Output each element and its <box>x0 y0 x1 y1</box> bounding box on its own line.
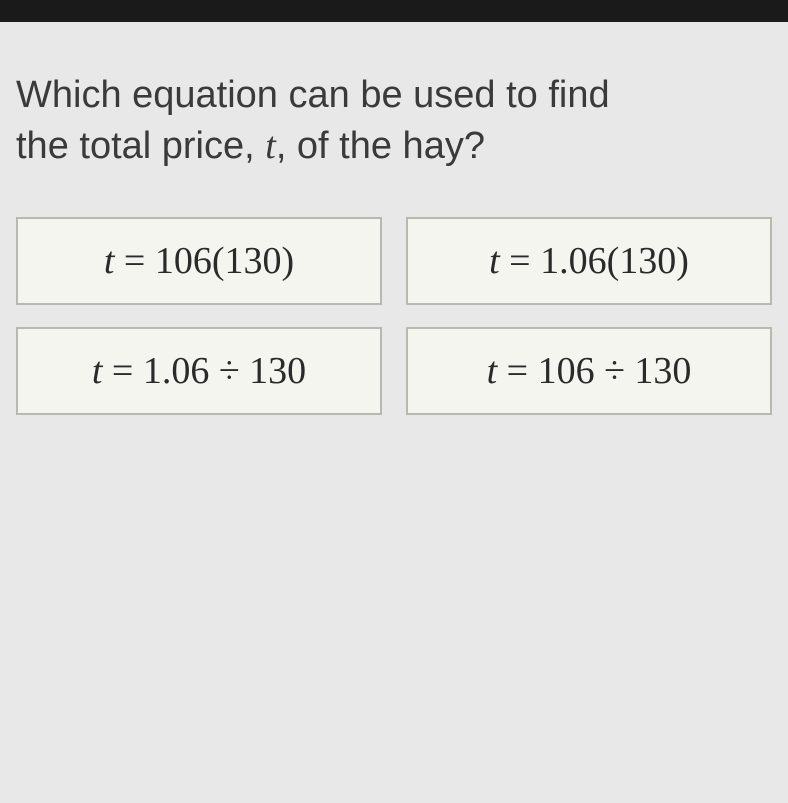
option-1-expression: 106(130) <box>155 240 294 282</box>
options-grid: t = 106(130) t = 1.06(130) t = 1.06 ÷ 13… <box>16 217 772 415</box>
question-line2-part2: , of the hay? <box>276 125 485 167</box>
option-4-equals: = <box>497 350 537 392</box>
option-2[interactable]: t = 1.06(130) <box>406 217 772 305</box>
question-variable: t <box>265 125 276 167</box>
option-4-variable: t <box>487 350 498 392</box>
option-3-equals: = <box>102 350 142 392</box>
question-line2-part1: the total price, <box>16 125 265 167</box>
option-3-expression: 1.06 ÷ 130 <box>143 350 306 392</box>
option-3-variable: t <box>92 350 103 392</box>
option-2-equals: = <box>500 240 540 282</box>
option-4-expression: 106 ÷ 130 <box>538 350 692 392</box>
option-1[interactable]: t = 106(130) <box>16 217 382 305</box>
question-content: Which equation can be used to find the t… <box>0 22 788 431</box>
option-1-equals: = <box>114 240 154 282</box>
option-1-variable: t <box>104 240 115 282</box>
question-line1: Which equation can be used to find <box>16 74 610 116</box>
option-2-expression: 1.06(130) <box>540 240 689 282</box>
question-text: Which equation can be used to find the t… <box>16 70 772 173</box>
top-bar <box>0 0 788 22</box>
option-3[interactable]: t = 1.06 ÷ 130 <box>16 327 382 415</box>
option-2-variable: t <box>489 240 500 282</box>
option-4[interactable]: t = 106 ÷ 130 <box>406 327 772 415</box>
